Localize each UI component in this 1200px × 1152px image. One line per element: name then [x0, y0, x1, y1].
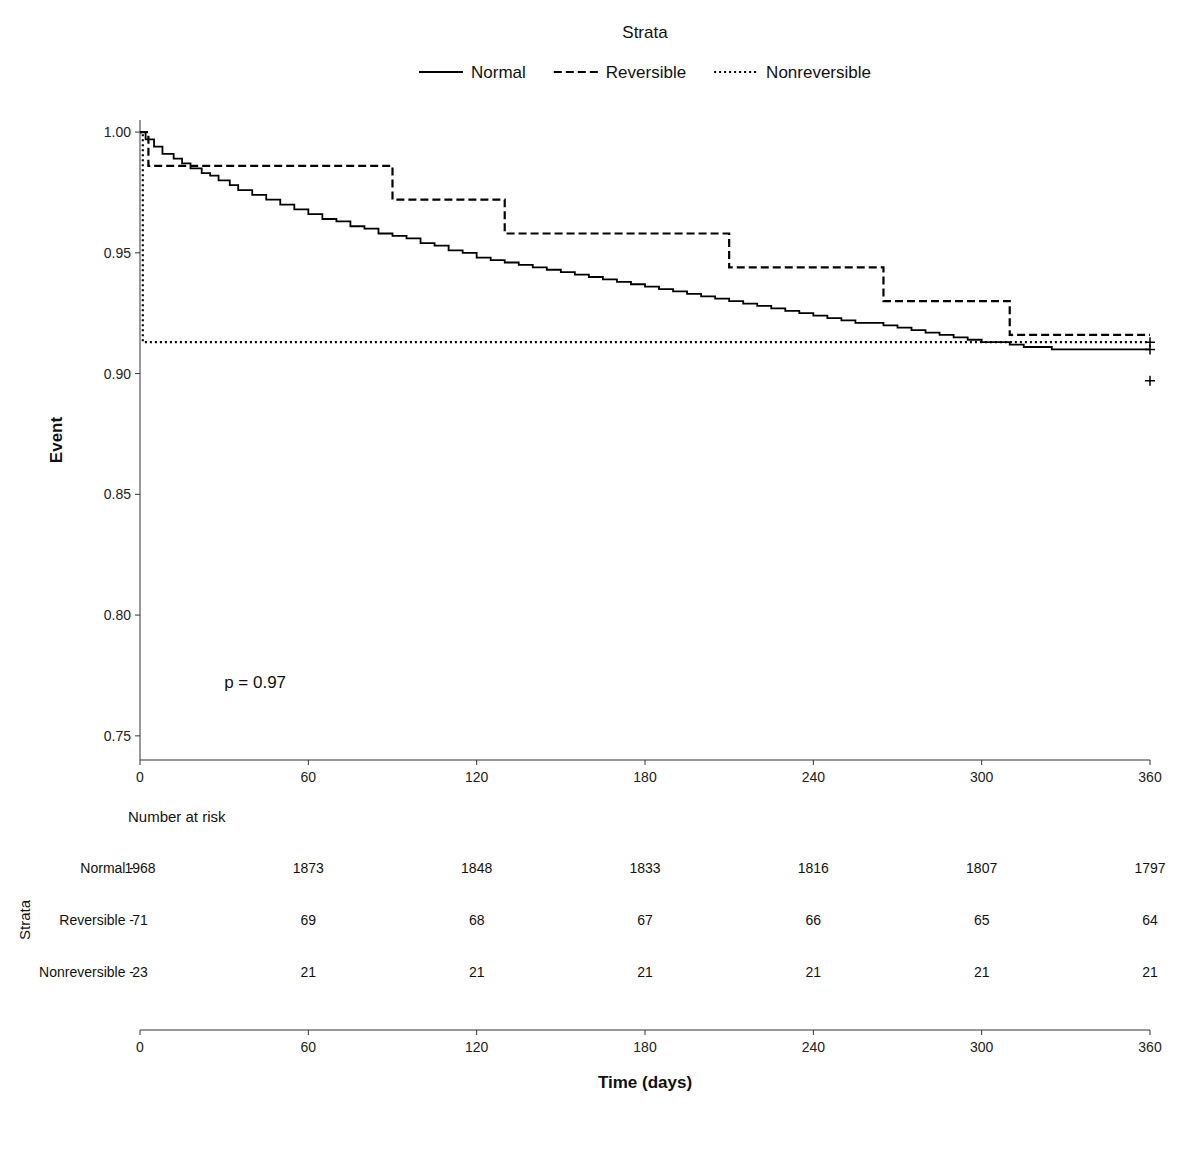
x-tick-label: 180	[633, 1039, 657, 1055]
x-tick-label: 60	[301, 769, 317, 785]
y-tick-label: 0.90	[104, 366, 131, 382]
x-tick-label: 120	[465, 1039, 489, 1055]
x-tick	[476, 1030, 477, 1035]
x-tick	[813, 1030, 814, 1035]
chart: 0.75 0.80 0.85 0.90 0.95 1.00 0 60 120 180 240 300 3…	[0, 0, 1200, 1152]
x-tick	[645, 760, 646, 765]
x-tick	[140, 760, 141, 765]
risk-count: 65	[974, 912, 990, 928]
legend-item: Reversible	[554, 63, 686, 82]
risk-count: 71	[132, 912, 148, 928]
x-tick-label: 180	[633, 769, 657, 785]
y-tick	[135, 373, 140, 374]
risk-count: 21	[806, 964, 822, 980]
risk-count: 67	[637, 912, 653, 928]
x-tick-label: 360	[1138, 1039, 1162, 1055]
x-tick	[813, 760, 814, 765]
legend-item: Normal	[419, 63, 526, 82]
risk-count: 23	[132, 964, 148, 980]
legend-swatch	[554, 71, 598, 73]
y-axis-line	[140, 120, 141, 760]
censor-mark	[1145, 337, 1155, 347]
y-tick	[135, 252, 140, 253]
x-tick	[981, 760, 982, 765]
legend-title: Strata	[622, 23, 668, 42]
legend-label: Reversible	[606, 63, 686, 82]
x-tick	[308, 1030, 309, 1035]
legend-swatch	[419, 71, 463, 73]
risk-count: 68	[469, 912, 485, 928]
x-tick-label: 300	[970, 1039, 994, 1055]
risk-count: 21	[637, 964, 653, 980]
axes: 0.75 0.80 0.85 0.90 0.95 1.00 0 60 120 180 240 300 3…	[47, 120, 1162, 785]
risk-count: 21	[301, 964, 317, 980]
x-tick	[1150, 760, 1151, 765]
legend-label: Nonreversible	[766, 63, 871, 82]
step-line	[140, 132, 1150, 335]
step-line	[140, 132, 1150, 342]
y-tick	[135, 494, 140, 495]
x-tick	[476, 760, 477, 765]
risk-count: 64	[1142, 912, 1158, 928]
step-line	[140, 132, 1150, 349]
risk-count: 1816	[798, 860, 829, 876]
x-tick-label: 240	[802, 1039, 826, 1055]
y-tick	[135, 132, 140, 133]
y-tick	[135, 735, 140, 736]
x-tick	[981, 1030, 982, 1035]
risk-table-title: Number at risk	[128, 808, 226, 825]
y-tick-label: 0.80	[104, 607, 131, 623]
legend-label: Normal	[471, 63, 526, 82]
risk-row-label: Reversible -	[59, 912, 134, 928]
risk-count: 21	[469, 964, 485, 980]
x-tick-label: 0	[136, 769, 144, 785]
y-tick-label: 0.95	[104, 245, 131, 261]
legend-item: Nonreversible	[714, 63, 871, 82]
legend: Strata Normal Reversible Nonreversible	[419, 23, 871, 82]
risk-count: 1873	[293, 860, 324, 876]
y-axis-label: Event	[47, 417, 66, 464]
y-tick-label: 0.75	[104, 728, 131, 744]
y-tick-label: 1.00	[104, 124, 131, 140]
risk-count: 1848	[461, 860, 492, 876]
risk-count: 21	[974, 964, 990, 980]
x-tick-label: 120	[465, 769, 489, 785]
x-tick-label: 300	[970, 769, 994, 785]
x-tick-label: 0	[136, 1039, 144, 1055]
x-tick	[645, 1030, 646, 1035]
risk-count: 21	[1142, 964, 1158, 980]
risk-count: 66	[806, 912, 822, 928]
risk-count: 69	[301, 912, 317, 928]
annotation: p = 0.97	[224, 673, 286, 692]
censor-mark	[1145, 376, 1155, 386]
x-axis-label: Time (days)	[598, 1073, 692, 1092]
risk-table: Number at riskStrataNormal -196818731848…	[16, 808, 1166, 1092]
x-tick-label: 60	[301, 1039, 317, 1055]
x-tick	[140, 1030, 141, 1035]
risk-count: 1833	[629, 860, 660, 876]
risk-count: 1968	[124, 860, 155, 876]
risk-count: 1797	[1134, 860, 1165, 876]
y-tick	[135, 615, 140, 616]
risk-count: 1807	[966, 860, 997, 876]
x-tick-label: 240	[802, 769, 826, 785]
risk-table-label: Strata	[16, 899, 33, 940]
plot-area	[140, 132, 1155, 386]
y-tick-label: 0.85	[104, 486, 131, 502]
risk-row-label: Nonreversible -	[39, 964, 134, 980]
x-tick	[308, 760, 309, 765]
legend-swatch	[714, 71, 758, 73]
x-tick	[1150, 1030, 1151, 1035]
x-tick-label: 360	[1138, 769, 1162, 785]
